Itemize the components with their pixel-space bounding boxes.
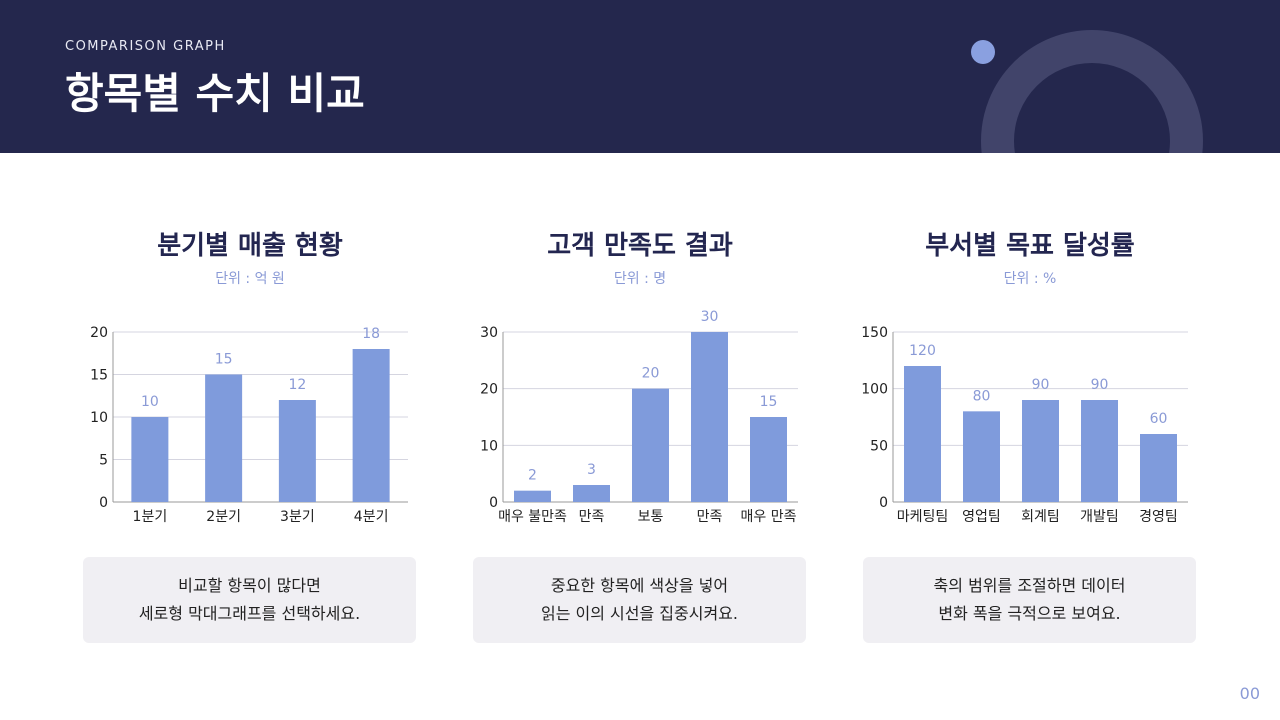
bar xyxy=(632,388,669,502)
y-tick-label: 150 xyxy=(861,325,888,341)
y-tick-label: 5 xyxy=(99,453,108,469)
x-tick-label: 1분기 xyxy=(133,509,168,525)
bar xyxy=(573,485,610,502)
x-tick-label: 회계팀 xyxy=(1021,509,1060,525)
chart-title: 부서별 목표 달성률 xyxy=(925,231,1135,261)
bar xyxy=(691,332,728,502)
data-label: 15 xyxy=(760,394,778,410)
x-tick-label: 보통 xyxy=(638,509,664,525)
data-label: 120 xyxy=(909,343,936,359)
x-tick-label: 매우 불만족 xyxy=(498,509,567,525)
y-tick-label: 0 xyxy=(879,495,888,511)
x-tick-label: 매우 만족 xyxy=(741,509,797,525)
data-label: 18 xyxy=(362,326,380,342)
y-tick-label: 30 xyxy=(480,325,498,341)
x-tick-label: 만족 xyxy=(697,509,723,525)
eyebrow-text: COMPARISON GRAPH xyxy=(65,39,226,54)
page-title: 항목별 수치 비교 xyxy=(65,69,365,118)
tip-line: 세로형 막대그래프를 선택하세요. xyxy=(138,604,361,623)
y-tick-label: 0 xyxy=(99,495,108,511)
bar-chart-sales: 0 5 10 15 20 10 1분기 15 2분기 12 3분기 18 4분기 xyxy=(90,325,408,525)
chart-panel-3: 부서별 목표 달성률 단위 : % 0 50 100 150 120 마케팅팀 80 영업팀 9… xyxy=(835,220,1225,540)
y-tick-label: 50 xyxy=(870,438,888,454)
bar xyxy=(514,490,551,502)
tip-card-1: 비교할 항목이 많다면 세로형 막대그래프를 선택하세요. xyxy=(83,557,416,643)
chart-panel-1: 분기별 매출 현황 단위 : 억 원 0 5 10 15 20 10 1분기 15 2분기 12 3… xyxy=(55,220,445,540)
data-label: 10 xyxy=(141,394,159,410)
tip-line: 중요한 항목에 색상을 넣어 xyxy=(550,576,729,595)
bar xyxy=(963,411,1000,502)
tip-line: 읽는 이의 시선을 집중시켜요. xyxy=(541,604,738,623)
page-number: 00 xyxy=(1239,684,1260,703)
tip-line: 변화 폭을 극적으로 보여요. xyxy=(938,604,1121,623)
chart-unit: 단위 : 명 xyxy=(613,271,667,287)
bar xyxy=(131,417,169,502)
decorative-dot xyxy=(971,40,995,64)
chart-unit: 단위 : % xyxy=(1003,271,1057,287)
tip-line: 축의 범위를 조절하면 데이터 xyxy=(933,576,1126,595)
bar-chart-achievement: 0 50 100 150 120 마케팅팀 80 영업팀 90 회계팀 90 개발팀 60 경영팀 xyxy=(861,325,1188,525)
data-label: 30 xyxy=(701,309,719,325)
data-label: 2 xyxy=(528,468,537,484)
data-label: 90 xyxy=(1032,377,1050,393)
bar-chart-satisfaction: 0 10 20 30 2 매우 불만족 3 만족 20 보통 30 만족 15 매우 만족 xyxy=(480,309,798,525)
header: COMPARISON GRAPH 항목별 수치 비교 xyxy=(0,0,1280,153)
bar xyxy=(1140,434,1177,502)
y-tick-label: 10 xyxy=(90,410,108,426)
x-tick-label: 개발팀 xyxy=(1080,509,1119,525)
chart-panel-2: 고객 만족도 결과 단위 : 명 0 10 20 30 2 매우 불만족 3 만족 20 보통 30… xyxy=(445,220,835,540)
chart-unit: 단위 : 억 원 xyxy=(215,271,285,287)
tip-card-3: 축의 범위를 조절하면 데이터 변화 폭을 극적으로 보여요. xyxy=(863,557,1196,643)
data-label: 15 xyxy=(215,352,233,368)
data-label: 80 xyxy=(973,388,991,404)
bar xyxy=(1022,400,1059,502)
chart-title: 고객 만족도 결과 xyxy=(547,231,733,261)
bar xyxy=(750,417,787,502)
data-label: 12 xyxy=(288,377,306,393)
x-tick-label: 경영팀 xyxy=(1139,509,1178,525)
x-tick-label: 마케팅팀 xyxy=(897,509,949,525)
y-tick-label: 100 xyxy=(861,382,888,398)
bar xyxy=(278,400,316,502)
x-tick-label: 4분기 xyxy=(354,509,389,525)
y-tick-label: 0 xyxy=(489,495,498,511)
x-tick-label: 만족 xyxy=(579,509,605,525)
data-label: 90 xyxy=(1091,377,1109,393)
tip-card-2: 중요한 항목에 색상을 넣어 읽는 이의 시선을 집중시켜요. xyxy=(473,557,806,643)
bar xyxy=(1081,400,1118,502)
data-label: 20 xyxy=(642,366,660,382)
chart-title: 분기별 매출 현황 xyxy=(157,231,343,261)
tip-line: 비교할 항목이 많다면 xyxy=(178,576,321,595)
data-label: 3 xyxy=(587,462,596,478)
y-tick-label: 10 xyxy=(480,438,498,454)
bar xyxy=(205,374,243,502)
x-tick-label: 3분기 xyxy=(280,509,315,525)
x-tick-label: 2분기 xyxy=(206,509,241,525)
bar xyxy=(352,349,390,502)
data-label: 60 xyxy=(1150,411,1168,427)
y-tick-label: 15 xyxy=(90,368,108,384)
decorative-ring xyxy=(981,30,1203,153)
bar xyxy=(904,366,941,502)
y-tick-label: 20 xyxy=(480,382,498,398)
x-tick-label: 영업팀 xyxy=(962,509,1001,525)
y-tick-label: 20 xyxy=(90,325,108,341)
